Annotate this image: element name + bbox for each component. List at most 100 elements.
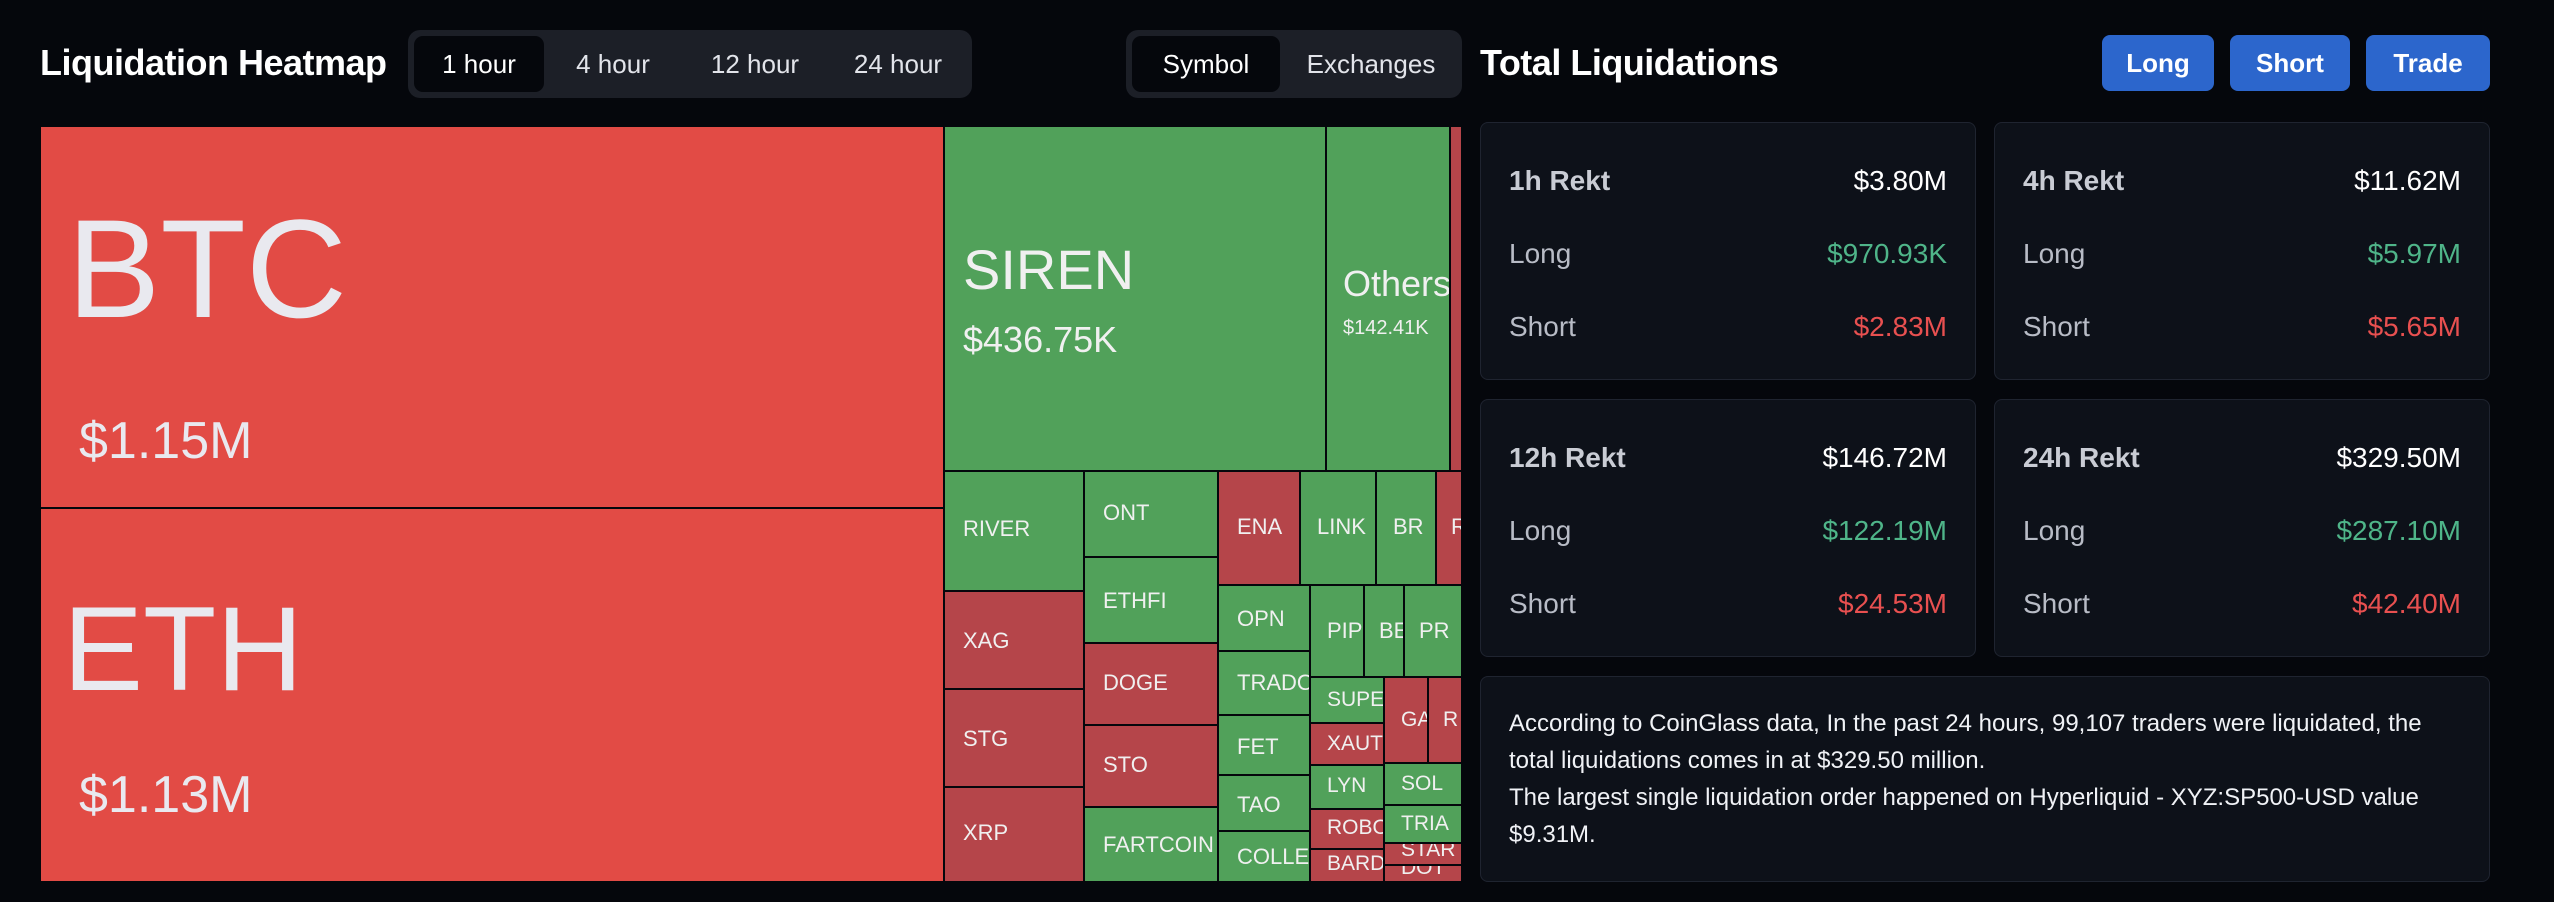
tile-doge[interactable]: DOGE (1084, 643, 1218, 725)
tile-pr[interactable]: PR (1404, 585, 1462, 677)
tile-river[interactable]: RIVER (944, 471, 1084, 591)
rekt-card-12h: 12h Rekt $146.72M Long $122.19M Short $24.5… (1480, 399, 1976, 657)
tab-12-hour[interactable]: 12 hour (710, 49, 800, 79)
tile-bard[interactable]: BARD (1310, 849, 1384, 882)
tile-siren[interactable]: SIREN $436.75K (944, 126, 1326, 471)
timeframe-selector: 1 hour 4 hour 12 hour 24 hour (408, 30, 972, 98)
tile-fartcoin[interactable]: FARTCOIN (1084, 807, 1218, 882)
tile-name: FARTCOIN (1103, 832, 1214, 857)
long-value: $5.97M (2367, 238, 2461, 269)
short-value: $2.83M (1853, 311, 1947, 342)
card-total: $11.62M (2354, 165, 2461, 196)
long-label: Long (1509, 515, 1572, 546)
tab-1-hour[interactable]: 1 hour (414, 36, 544, 92)
tile-value: $1.13M (79, 766, 253, 824)
heatmap-title: Liquidation Heatmap (40, 42, 387, 83)
tile-name: GA (1401, 708, 1427, 731)
tile-value: $1.15M (79, 412, 253, 470)
tab-4-hour[interactable]: 4 hour (576, 49, 650, 79)
tile-name: OPN (1237, 606, 1285, 631)
short-label: Short (1509, 588, 1576, 619)
trade-button[interactable]: Trade (2366, 35, 2490, 91)
tile-name: RIVER (963, 516, 1031, 541)
tile-name: FET (1237, 734, 1279, 759)
tile-link[interactable]: LINK (1300, 471, 1376, 585)
tile-name: BTC (67, 190, 347, 347)
tile-name: DOT (1401, 865, 1446, 879)
long-button[interactable]: Long (2102, 35, 2214, 91)
tile-others[interactable]: Others $142.41K (1326, 126, 1450, 471)
card-total: $3.80M (1853, 165, 1947, 196)
tile-name: XAUT (1327, 732, 1384, 755)
tile-name: SUPER (1327, 688, 1384, 711)
tile-name: SIREN (963, 238, 1135, 301)
tile-name: TRADO (1237, 670, 1310, 695)
tile-xaut[interactable]: XAUT (1310, 723, 1384, 765)
tile-star[interactable]: STAR (1384, 843, 1462, 865)
tile-eth[interactable]: ETH $1.13M (40, 508, 944, 882)
tile-xrp[interactable]: XRP (944, 787, 1084, 882)
tile-dot[interactable]: DOT (1384, 865, 1462, 882)
rekt-card-4h: 4h Rekt $11.62M Long $5.97M Short $5.65M (1994, 122, 2490, 380)
tile-br[interactable]: BR (1376, 471, 1436, 585)
tab-symbol[interactable]: Symbol (1132, 36, 1280, 92)
long-value: $122.19M (1822, 515, 1947, 546)
tile-name: XAG (963, 628, 1010, 653)
tile-ga[interactable]: GA (1384, 677, 1428, 763)
tile-pip[interactable]: PIP (1310, 585, 1364, 677)
tile-ethfi[interactable]: ETHFI (1084, 557, 1218, 643)
tile-name: Others (1343, 263, 1450, 304)
card-label: 12h Rekt (1509, 442, 1626, 473)
tile-fet[interactable]: FET (1218, 715, 1310, 775)
tile-ena[interactable]: ENA (1218, 471, 1300, 585)
tile-value: $142.41K (1343, 317, 1429, 339)
rekt-card-24h: 24h Rekt $329.50M Long $287.10M Short $42.4… (1994, 399, 2490, 657)
tile-robo[interactable]: ROBO (1310, 809, 1384, 849)
tile-tao[interactable]: TAO (1218, 775, 1310, 831)
tile-name: BR (1393, 514, 1424, 539)
tile-name: ETHFI (1103, 588, 1167, 613)
card-total: $329.50M (2336, 442, 2461, 473)
tile-collec[interactable]: COLLEC (1218, 831, 1310, 882)
tile-be[interactable]: BE (1364, 585, 1404, 677)
long-value: $287.10M (2336, 515, 2461, 546)
tile-sol[interactable]: SOL (1384, 763, 1462, 805)
tile-name: BARD (1327, 852, 1384, 875)
short-value: $5.65M (2367, 311, 2461, 342)
tile-name: SOL (1401, 772, 1444, 795)
tile-sliver[interactable] (1450, 126, 1462, 471)
tile-tria[interactable]: TRIA (1384, 805, 1462, 843)
long-value: $970.93K (1827, 238, 1947, 269)
tile-trado[interactable]: TRADO (1218, 651, 1310, 715)
tile-name: ROBO (1327, 816, 1384, 839)
card-label: 4h Rekt (2023, 165, 2125, 196)
tab-24-hour[interactable]: 24 hour (853, 49, 943, 79)
summary-line-2: The largest single liquidation order hap… (1509, 784, 2419, 848)
tile-name: DOGE (1103, 670, 1168, 695)
tile-opn[interactable]: OPN (1218, 585, 1310, 651)
card-label: 1h Rekt (1509, 165, 1611, 196)
tile-super[interactable]: SUPER (1310, 677, 1384, 723)
tile-name: BE (1379, 618, 1403, 643)
tile-ont[interactable]: ONT (1084, 471, 1218, 557)
tile-xag[interactable]: XAG (944, 591, 1084, 689)
tile-r[interactable]: R (1436, 471, 1462, 585)
short-value: $42.40M (2352, 588, 2461, 619)
tile-name: ONT (1103, 500, 1150, 525)
tile-name: PIP (1327, 618, 1363, 643)
tile-stg[interactable]: STG (944, 689, 1084, 787)
short-label: Short (2023, 588, 2090, 619)
tile-name: STG (963, 726, 1009, 751)
tile-lyn[interactable]: LYN (1310, 765, 1384, 809)
tab-exchanges[interactable]: Exchanges (1306, 49, 1436, 79)
tile-sto[interactable]: STO (1084, 725, 1218, 807)
long-label: Long (2023, 238, 2086, 269)
short-button[interactable]: Short (2230, 35, 2350, 91)
tile-name: TRIA (1401, 812, 1449, 835)
summary-line-1: According to CoinGlass data, In the past… (1509, 710, 2422, 774)
tile-name: STO (1103, 752, 1148, 777)
tile-name: R (1451, 514, 1461, 540)
tile-r2[interactable]: R (1428, 677, 1462, 763)
group-by-selector: Symbol Exchanges (1126, 30, 1462, 98)
tile-btc[interactable]: BTC $1.15M (40, 126, 944, 508)
